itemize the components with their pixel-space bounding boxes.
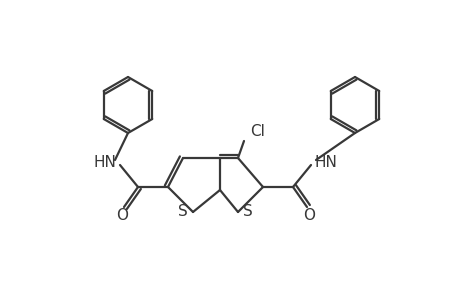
Text: Cl: Cl (249, 124, 264, 139)
Text: HN: HN (314, 154, 337, 169)
Text: S: S (178, 205, 187, 220)
Text: S: S (243, 205, 252, 220)
Text: HN: HN (93, 154, 116, 169)
Text: O: O (116, 208, 128, 223)
Text: O: O (302, 208, 314, 223)
